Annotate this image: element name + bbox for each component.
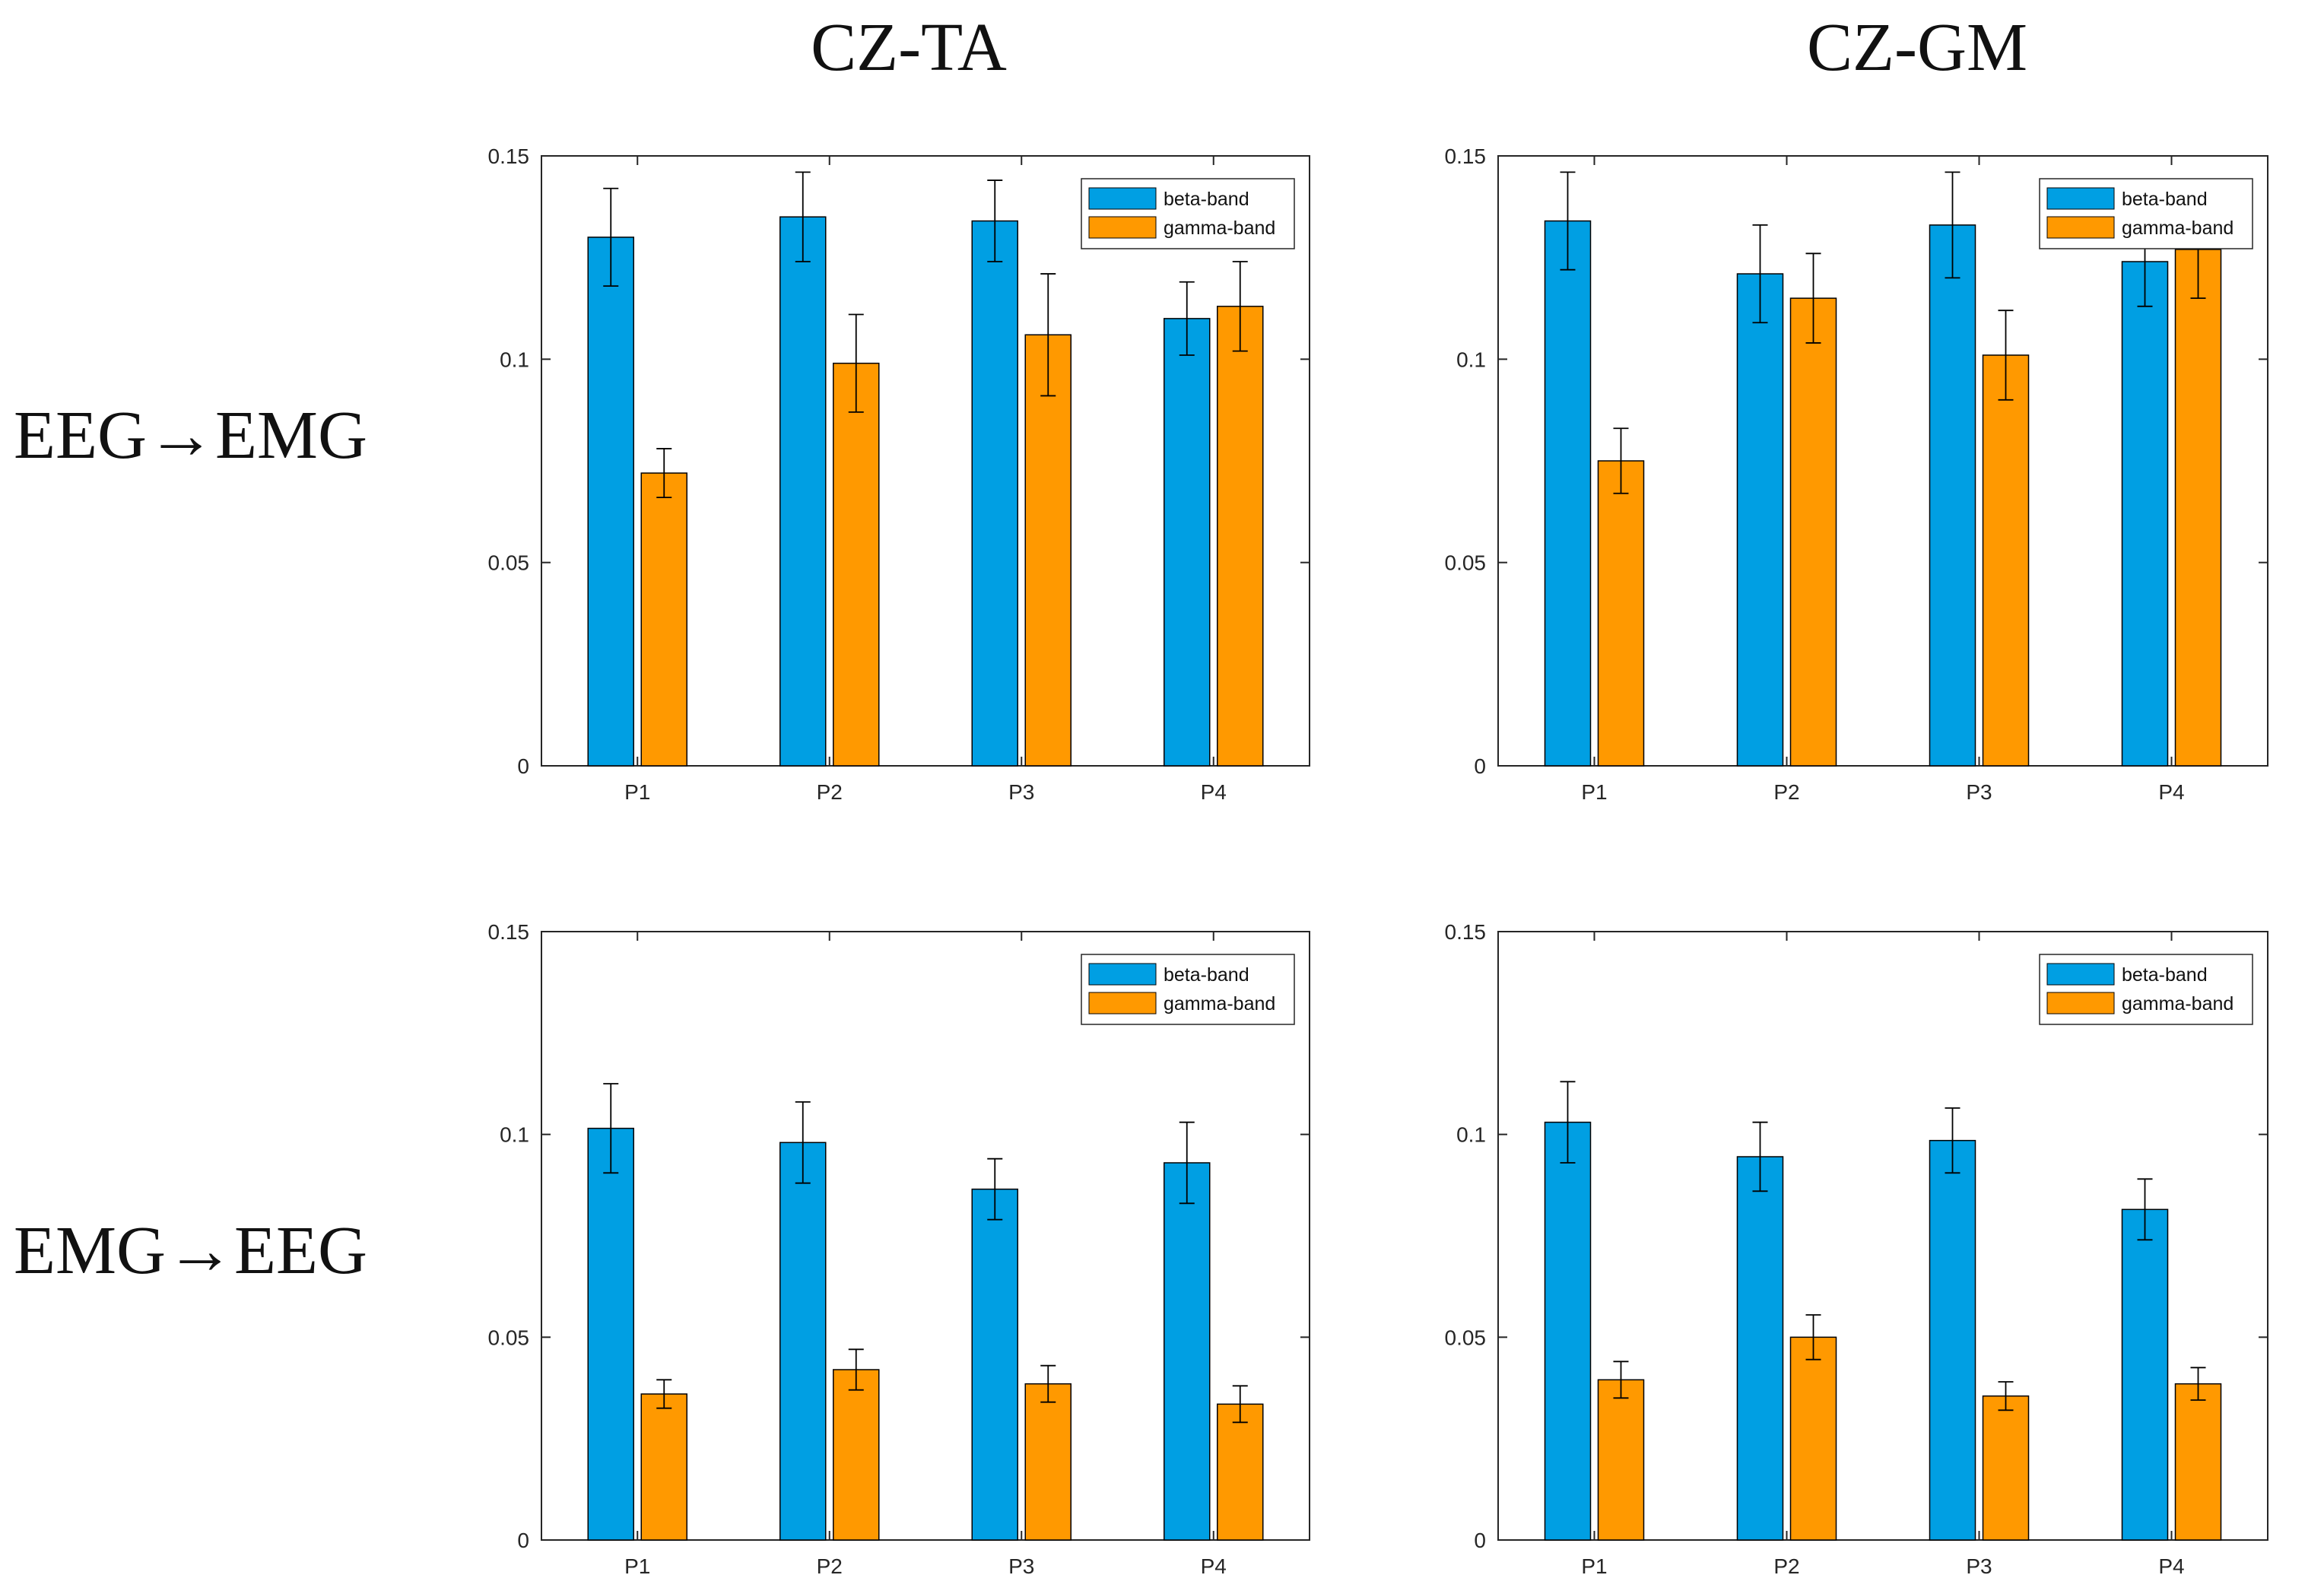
legend-label-gamma: gamma-band: [1164, 993, 1275, 1015]
x-tick-label: P1: [624, 1554, 650, 1578]
gamma-bar-p2: [1789, 297, 1837, 767]
chart-panel-emg-eeg-cz-ta: 0 0.05 0.1 0.15 P1 P2 P3 P4 beta-band gamma-band: [488, 920, 1310, 1578]
gamma-bar-p2: [1789, 1336, 1837, 1541]
y-tick-label: 0.05: [488, 1326, 530, 1349]
column-title-cz-ta: CZ-TA: [811, 10, 1007, 85]
x-tick-label: P1: [1581, 1554, 1607, 1578]
beta-bar-p1: [587, 237, 634, 767]
beta-bar-p4: [1164, 1162, 1211, 1541]
legend-swatch-gamma: [1088, 216, 1157, 239]
beta-bar-p2: [779, 216, 827, 767]
gamma-bar-p3: [1982, 1395, 2030, 1541]
x-tick-label: P2: [817, 1554, 843, 1578]
beta-bar-p1: [587, 1127, 634, 1541]
y-tick-label: 0.15: [488, 144, 530, 168]
gamma-bar-p2: [833, 1369, 880, 1541]
legend-swatch-gamma: [2046, 992, 2115, 1015]
x-tick-label: P1: [624, 780, 650, 804]
beta-bar-p2: [1736, 273, 1784, 767]
gamma-bar-p4: [2174, 1383, 2222, 1541]
y-tick-label: 0.15: [1445, 144, 1487, 168]
legend-label-beta: beta-band: [1164, 964, 1249, 986]
gamma-bar-p4: [1217, 306, 1264, 767]
legend-swatch-beta: [1088, 963, 1157, 986]
y-tick-label: 0.1: [1456, 1123, 1486, 1147]
legend-label-beta: beta-band: [2122, 964, 2208, 986]
row-label-emg-to-eeg: EMG→EEG: [14, 1213, 367, 1288]
x-tick-label: P3: [1966, 780, 1992, 804]
legend-label-gamma: gamma-band: [2122, 993, 2234, 1015]
legend-label-gamma: gamma-band: [1164, 218, 1275, 239]
gamma-bar-p4: [1217, 1403, 1264, 1541]
beta-bar-p1: [1544, 1121, 1592, 1541]
x-tick-label: P4: [2158, 1554, 2184, 1578]
gamma-bar-p3: [1982, 354, 2030, 767]
y-tick-label: 0: [1474, 1529, 1486, 1552]
legend-label-beta: beta-band: [1164, 189, 1249, 210]
x-tick-label: P2: [817, 780, 843, 804]
beta-bar-p2: [779, 1142, 827, 1541]
axes-box: [541, 931, 1310, 1541]
axes-box: [1497, 931, 2268, 1541]
legend-swatch-beta: [2046, 187, 2115, 210]
y-tick-label: 0: [517, 754, 529, 778]
row-label-eeg-to-emg: EEG→EMG: [14, 398, 367, 473]
y-tick-label: 0.15: [1445, 920, 1487, 944]
x-tick-label: P2: [1773, 780, 1799, 804]
gamma-bar-p1: [640, 472, 687, 767]
legend-label-beta: beta-band: [2122, 189, 2208, 210]
y-tick-label: 0: [517, 1529, 529, 1552]
x-tick-label: P4: [1201, 780, 1227, 804]
x-tick-label: P3: [1008, 780, 1034, 804]
legend-label-gamma: gamma-band: [2122, 218, 2234, 239]
y-tick-label: 0.1: [500, 1123, 529, 1147]
x-tick-label: P4: [2158, 780, 2184, 804]
gamma-bar-p1: [1597, 460, 1645, 767]
y-tick-label: 0.1: [500, 348, 529, 371]
x-tick-label: P1: [1581, 780, 1607, 804]
y-tick-label: 0.05: [1445, 1326, 1487, 1349]
legend-swatch-gamma: [2046, 216, 2115, 239]
beta-bar-p3: [1929, 224, 1976, 767]
beta-bar-p4: [2121, 1208, 2169, 1541]
column-title-cz-gm: CZ-GM: [1807, 10, 2027, 85]
beta-bar-p4: [1164, 318, 1211, 767]
x-tick-label: P2: [1773, 1554, 1799, 1578]
chart-panel-eeg-emg-cz-gm: 0 0.05 0.1 0.15 P1 P2 P3 P4 beta-band gamma-band: [1445, 144, 2268, 804]
beta-bar-p4: [2121, 261, 2169, 767]
gamma-bar-p1: [640, 1393, 687, 1541]
y-tick-label: 0.05: [488, 551, 530, 575]
y-tick-label: 0.05: [1445, 551, 1487, 575]
y-tick-label: 0: [1474, 754, 1486, 778]
beta-bar-p3: [971, 1188, 1018, 1541]
x-tick-label: P3: [1966, 1554, 1992, 1578]
beta-bar-p3: [1929, 1139, 1976, 1541]
legend-swatch-beta: [1088, 187, 1157, 210]
y-tick-label: 0.1: [1456, 348, 1486, 371]
chart-panel-eeg-emg-cz-ta: 0 0.05 0.1 0.15 P1 P2 P3 P4 beta-band gamma-band: [488, 144, 1310, 804]
legend-swatch-beta: [2046, 963, 2115, 986]
legend-swatch-gamma: [1088, 992, 1157, 1015]
x-tick-label: P3: [1008, 1554, 1034, 1578]
beta-bar-p1: [1544, 220, 1592, 767]
gamma-bar-p3: [1024, 334, 1072, 767]
beta-bar-p3: [971, 220, 1018, 767]
y-tick-label: 0.15: [488, 920, 530, 944]
gamma-bar-p1: [1597, 1379, 1645, 1541]
gamma-bar-p2: [833, 362, 880, 767]
axes-box: [1497, 155, 2268, 767]
gamma-bar-p4: [2174, 249, 2222, 767]
chart-panel-emg-eeg-cz-gm: 0 0.05 0.1 0.15 P1 P2 P3 P4 beta-band gamma-band: [1445, 920, 2268, 1578]
gamma-bar-p3: [1024, 1383, 1072, 1541]
x-tick-label: P4: [1201, 1554, 1227, 1578]
axes-box: [541, 155, 1310, 767]
beta-bar-p2: [1736, 1156, 1784, 1541]
